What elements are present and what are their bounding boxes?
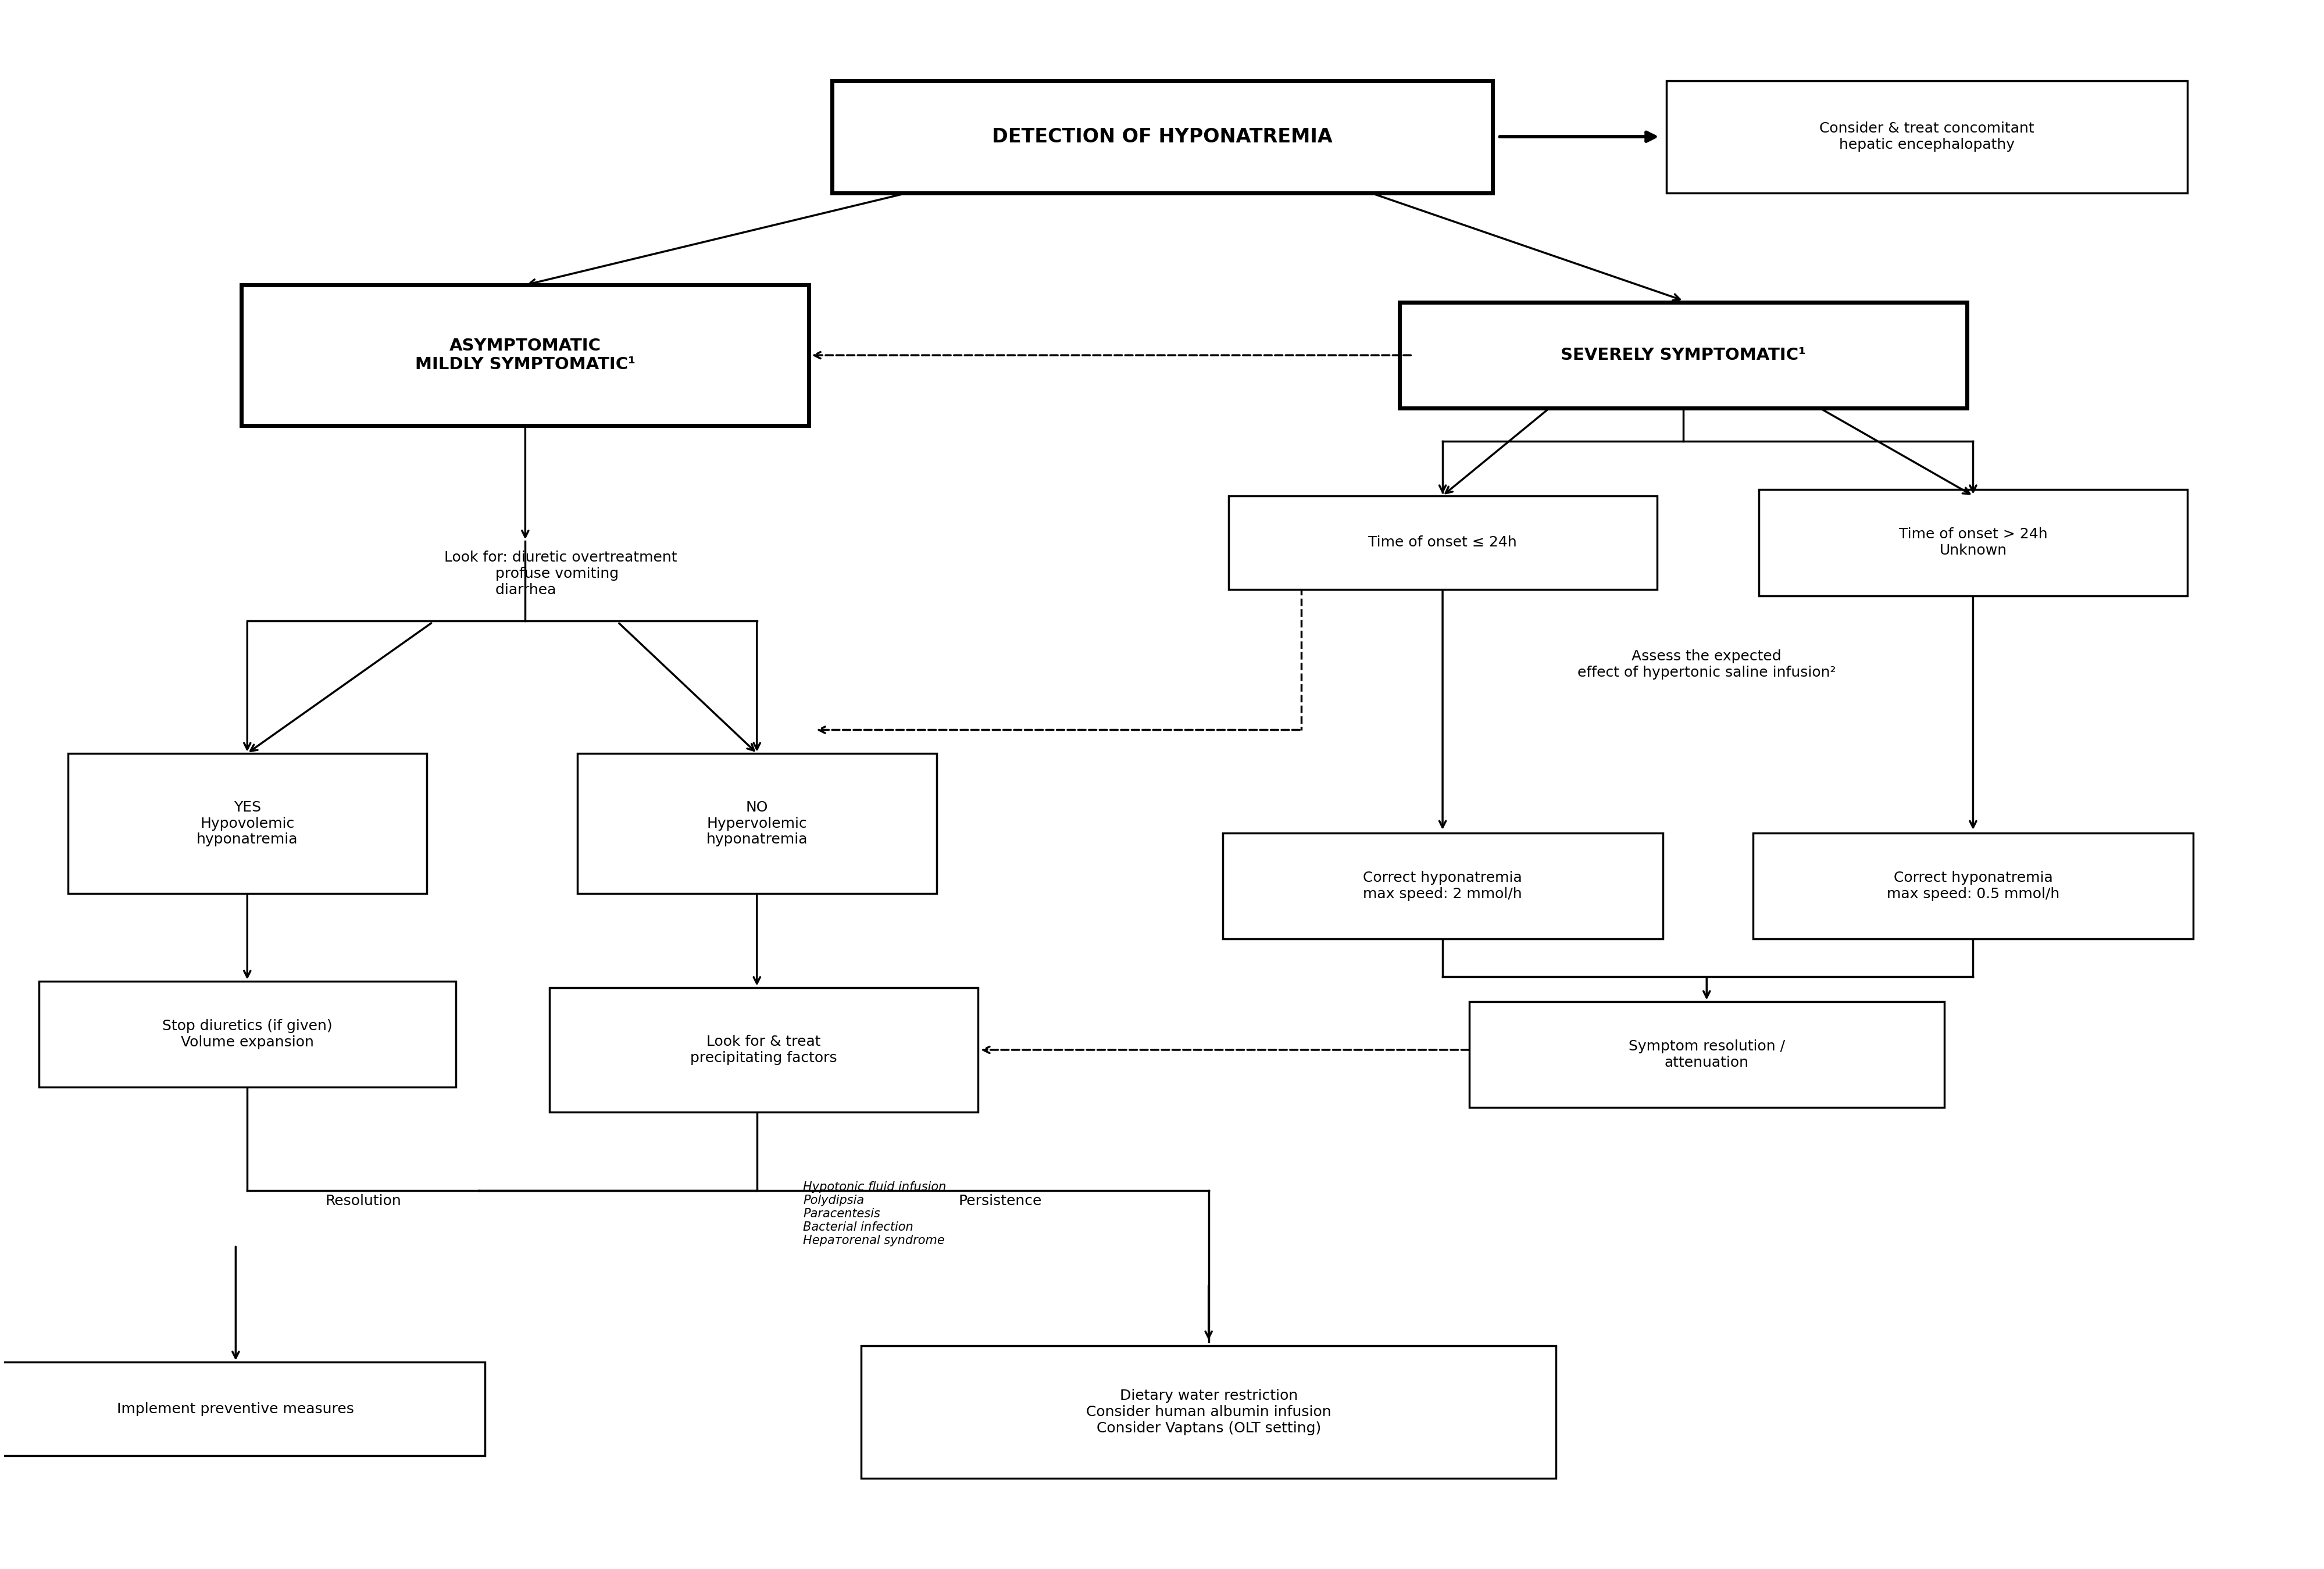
Text: Assess the expected
effect of hypertonic saline infusion²: Assess the expected effect of hypertonic…: [1578, 650, 1836, 679]
Text: SEVERELY SYMPTOMATIC¹: SEVERELY SYMPTOMATIC¹: [1559, 347, 1806, 364]
FancyBboxPatch shape: [576, 753, 937, 894]
Text: Hypotonic fluid infusion
Polydipsia
Paracentesis
Bacterial infection
Hepатorenal: Hypotonic fluid infusion Polydipsia Para…: [804, 1181, 946, 1246]
FancyBboxPatch shape: [1222, 833, 1662, 938]
Text: Correct hyponatremia
max speed: 2 mmol/h: Correct hyponatremia max speed: 2 mmol/h: [1362, 871, 1522, 901]
FancyBboxPatch shape: [67, 753, 428, 894]
FancyBboxPatch shape: [1752, 833, 2192, 938]
Text: NO
Hypervolemic
hyponatremia: NO Hypervolemic hyponatremia: [706, 800, 806, 847]
Text: Time of onset ≤ 24h: Time of onset ≤ 24h: [1369, 535, 1518, 549]
FancyBboxPatch shape: [0, 1362, 486, 1456]
FancyBboxPatch shape: [1399, 303, 1966, 408]
FancyBboxPatch shape: [1469, 1001, 1943, 1108]
FancyBboxPatch shape: [40, 981, 456, 1087]
FancyBboxPatch shape: [548, 987, 978, 1112]
Text: Resolution: Resolution: [325, 1194, 402, 1208]
FancyBboxPatch shape: [1759, 490, 2187, 596]
Text: Correct hyponatremia
max speed: 0.5 mmol/h: Correct hyponatremia max speed: 0.5 mmol…: [1887, 871, 2059, 901]
Text: Stop diuretics (if given)
Volume expansion: Stop diuretics (if given) Volume expansi…: [163, 1020, 332, 1050]
Text: Consider & treat concomitant
hepatic encephalopathy: Consider & treat concomitant hepatic enc…: [1820, 122, 2034, 152]
Text: Dietary water restriction
Consider human albumin infusion
Consider Vaptans (OLT : Dietary water restriction Consider human…: [1085, 1389, 1332, 1436]
Text: Time of onset > 24h
Unknown: Time of onset > 24h Unknown: [1899, 527, 2047, 557]
Text: Symptom resolution /
attenuation: Symptom resolution / attenuation: [1629, 1040, 1785, 1070]
FancyBboxPatch shape: [1227, 496, 1657, 590]
FancyBboxPatch shape: [860, 1346, 1555, 1478]
Text: ASYMPTOMATIC
MILDLY SYMPTOMATIC¹: ASYMPTOMATIC MILDLY SYMPTOMATIC¹: [416, 337, 634, 373]
FancyBboxPatch shape: [1666, 80, 2187, 193]
Text: DETECTION OF HYPONATREMIA: DETECTION OF HYPONATREMIA: [992, 127, 1332, 146]
Text: Look for: diuretic overtreatment
           profuse vomiting
           diarrhea: Look for: diuretic overtreatment profuse…: [444, 551, 676, 596]
Text: YES
Hypovolemic
hyponatremia: YES Hypovolemic hyponatremia: [198, 800, 297, 847]
Text: Persistence: Persistence: [957, 1194, 1041, 1208]
FancyBboxPatch shape: [242, 286, 809, 425]
Text: Implement preventive measures: Implement preventive measures: [116, 1401, 353, 1415]
Text: Look for & treat
precipitating factors: Look for & treat precipitating factors: [690, 1036, 837, 1065]
FancyBboxPatch shape: [832, 80, 1492, 193]
